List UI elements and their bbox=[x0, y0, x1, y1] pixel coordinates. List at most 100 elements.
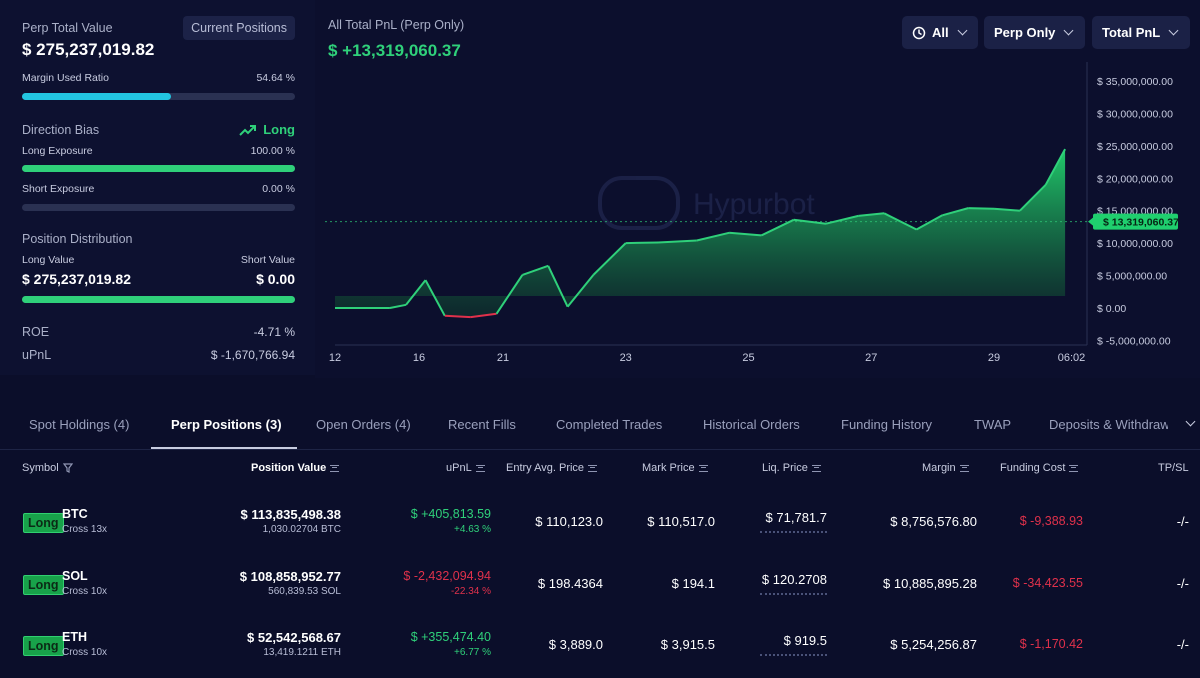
table-row[interactable]: Long BTC Cross 13x $ 113,835,498.38 1,03… bbox=[0, 500, 1200, 556]
tab-completed-trades[interactable]: Completed Trades bbox=[556, 417, 663, 432]
direction-bias-label: Direction Bias bbox=[22, 122, 100, 137]
liq-distance-indicator bbox=[760, 653, 827, 656]
tab-perp-positions[interactable]: Perp Positions (3) bbox=[171, 417, 282, 432]
header-entry-avg-price[interactable]: Entry Avg. Price bbox=[506, 462, 598, 474]
margin: $ 10,885,895.28 bbox=[883, 576, 977, 591]
funding-cost: $ -1,170.42 bbox=[1019, 637, 1083, 651]
margin-used-ratio-value: 54.64 % bbox=[256, 72, 295, 84]
side-badge: Long bbox=[23, 636, 64, 656]
tp-sl[interactable]: -/- bbox=[1176, 637, 1189, 652]
y-tick-label: $ 35,000,000.00 bbox=[1097, 76, 1173, 88]
tab-open-orders[interactable]: Open Orders (4) bbox=[316, 417, 411, 432]
tab-recent-fills[interactable]: Recent Fills bbox=[448, 417, 516, 432]
header-tp-sl-label: TP/SL bbox=[1158, 462, 1189, 474]
account-summary-panel: Perp Total Value Current Positions $ 275… bbox=[0, 0, 315, 375]
pnl-line-segment bbox=[495, 274, 524, 315]
pnl-line-segment bbox=[942, 207, 969, 217]
table-row[interactable]: Long SOL Cross 10x $ 108,858,952.77 560,… bbox=[0, 562, 1200, 618]
metric-select[interactable]: Total PnL bbox=[1092, 16, 1190, 49]
y-tick-label: $ 0.00 bbox=[1097, 303, 1126, 315]
symbol[interactable]: ETH bbox=[62, 630, 87, 644]
chart-total-pnl-value: $ +13,319,060.37 bbox=[328, 41, 461, 60]
margin-used-ratio-bar bbox=[22, 93, 295, 100]
range-select[interactable]: All bbox=[902, 16, 978, 49]
upnl-percent: +6.77 % bbox=[454, 647, 491, 658]
header-margin[interactable]: Margin bbox=[922, 462, 969, 474]
position-distribution-label: Position Distribution bbox=[22, 232, 133, 246]
tabs-more-chevron-icon[interactable] bbox=[1185, 416, 1196, 427]
long-exposure-value: 100.00 % bbox=[250, 145, 295, 157]
header-symbol-label: Symbol bbox=[22, 462, 59, 474]
table-row[interactable]: Long ETH Cross 10x $ 52,542,568.67 13,41… bbox=[0, 623, 1200, 678]
funding-cost: $ -34,423.55 bbox=[1012, 576, 1083, 590]
position-distribution-bar bbox=[22, 296, 295, 303]
scope-select[interactable]: Perp Only bbox=[984, 16, 1085, 49]
header-upnl[interactable]: uPnL bbox=[446, 462, 485, 474]
upnl-value: $ +405,813.59 bbox=[410, 507, 491, 521]
pnl-line-segment bbox=[760, 218, 795, 237]
symbol[interactable]: BTC bbox=[62, 507, 88, 521]
header-symbol[interactable]: Symbol bbox=[22, 462, 73, 474]
header-liq-price[interactable]: Liq. Price bbox=[762, 462, 821, 474]
tab-historical-orders[interactable]: Historical Orders bbox=[703, 417, 800, 432]
position-size: 13,419.1211 ETH bbox=[263, 647, 341, 658]
liq-price: $ 120.2708 bbox=[761, 572, 827, 587]
header-funding-cost[interactable]: Funding Cost bbox=[1000, 462, 1079, 474]
pnl-line-segment bbox=[1044, 148, 1066, 186]
mark-price: $ 110,517.0 bbox=[647, 514, 715, 529]
pnl-line-segment bbox=[729, 231, 762, 237]
y-tick-label: $ 25,000,000.00 bbox=[1097, 141, 1173, 153]
pnl-line-segment bbox=[592, 242, 627, 276]
tp-sl[interactable]: -/- bbox=[1176, 514, 1189, 529]
sort-icon bbox=[698, 464, 708, 472]
y-tick-label: $ -5,000,000.00 bbox=[1097, 335, 1171, 347]
margin: $ 8,756,576.80 bbox=[890, 514, 977, 529]
y-tick-label: $ 20,000,000.00 bbox=[1097, 173, 1173, 185]
scope-select-value: Perp Only bbox=[994, 25, 1056, 40]
roe-value: -4.71 % bbox=[253, 325, 295, 339]
long-value: $ 275,237,019.82 bbox=[22, 271, 131, 287]
x-tick-label: 27 bbox=[865, 352, 877, 364]
sort-icon bbox=[811, 464, 821, 472]
symbol[interactable]: SOL bbox=[62, 569, 88, 583]
leverage: Cross 10x bbox=[62, 647, 108, 658]
tab-funding-history[interactable]: Funding History bbox=[841, 417, 933, 432]
tab-deposits-withdrawals[interactable]: Deposits & Withdraw bbox=[1049, 417, 1168, 432]
side-badge: Long bbox=[23, 575, 64, 595]
short-value: $ 0.00 bbox=[256, 271, 295, 287]
funding-cost: $ -9,388.93 bbox=[1019, 514, 1083, 528]
perp-total-value: $ 275,237,019.82 bbox=[22, 40, 155, 59]
long-exposure-label: Long Exposure bbox=[22, 145, 93, 157]
short-value-label: Short Value bbox=[240, 254, 295, 266]
position-size: 560,839.53 SOL bbox=[268, 586, 341, 597]
upnl-value: $ +355,474.40 bbox=[410, 630, 491, 644]
current-value-badge bbox=[1093, 213, 1178, 230]
upnl-percent: -22.34 % bbox=[450, 586, 491, 597]
tab-spot-holdings[interactable]: Spot Holdings (4) bbox=[29, 417, 130, 432]
current-positions-button[interactable]: Current Positions bbox=[183, 16, 295, 40]
sort-icon bbox=[1069, 464, 1079, 472]
perp-total-value-row: Perp Total Value Current Positions bbox=[22, 16, 295, 40]
y-tick-label: $ 30,000,000.00 bbox=[1097, 108, 1173, 120]
upnl-label: uPnL bbox=[22, 348, 52, 362]
sort-icon bbox=[959, 464, 969, 472]
short-exposure-bar bbox=[22, 204, 295, 211]
pnl-line-segment bbox=[825, 214, 859, 225]
trending-up-icon bbox=[239, 124, 257, 136]
header-funding-cost-label: Funding Cost bbox=[1000, 462, 1066, 474]
clock-icon bbox=[912, 26, 926, 39]
entry-avg-price: $ 198.4364 bbox=[537, 576, 603, 591]
pnl-area-chart[interactable]: Hypurbot $ 35,000,000.00 $ 30,000,000.00 $… bbox=[315, 0, 1200, 378]
tp-sl[interactable]: -/- bbox=[1176, 576, 1189, 591]
sort-icon bbox=[330, 464, 340, 472]
header-position-value[interactable]: Position Value bbox=[251, 462, 340, 474]
y-tick-label: $ 10,000,000.00 bbox=[1097, 238, 1173, 250]
mark-price: $ 194.1 bbox=[671, 576, 715, 591]
tab-twap[interactable]: TWAP bbox=[974, 417, 1012, 432]
header-mark-price[interactable]: Mark Price bbox=[642, 462, 708, 474]
liq-distance-indicator bbox=[760, 592, 827, 595]
pnl-chart-panel: All Total PnL (Perp Only) $ +13,319,060.… bbox=[315, 0, 1200, 378]
header-upnl-label: uPnL bbox=[446, 462, 472, 474]
pnl-line-segment bbox=[858, 212, 885, 217]
roe-label: ROE bbox=[22, 325, 50, 339]
